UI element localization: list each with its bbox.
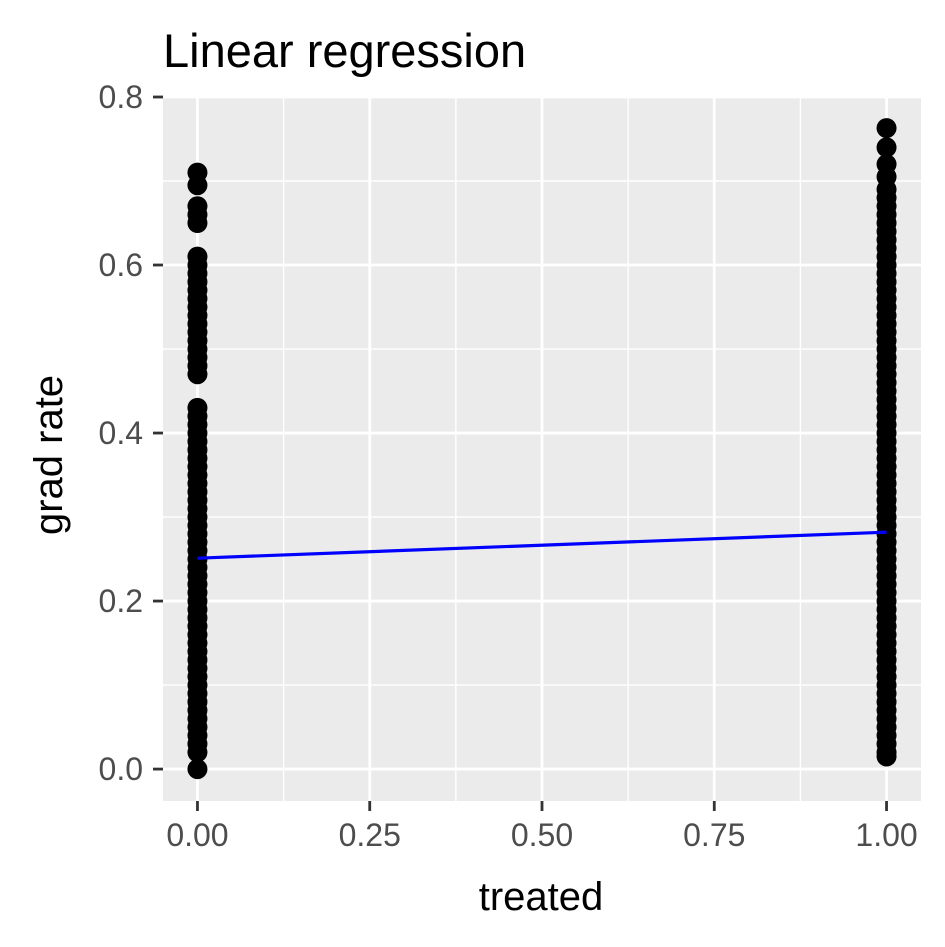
x-tick-label: 0.00 bbox=[166, 817, 228, 853]
data-point bbox=[876, 118, 897, 139]
data-point bbox=[876, 154, 897, 175]
x-tick-label: 0.50 bbox=[511, 817, 573, 853]
data-point bbox=[187, 246, 208, 267]
x-axis-title: treated bbox=[479, 875, 604, 919]
y-tick-label: 0.6 bbox=[99, 247, 143, 283]
data-point bbox=[187, 196, 208, 217]
data-point bbox=[187, 759, 208, 780]
y-tick-label: 0.2 bbox=[99, 583, 143, 619]
y-axis-title: grad rate bbox=[27, 375, 71, 535]
data-point bbox=[187, 397, 208, 418]
y-tick-label: 0.4 bbox=[99, 415, 143, 451]
x-tick-label: 1.00 bbox=[855, 817, 917, 853]
chart-title: Linear regression bbox=[163, 24, 526, 77]
x-tick-label: 0.25 bbox=[339, 817, 401, 853]
data-point bbox=[187, 162, 208, 183]
y-tick-label: 0.8 bbox=[99, 79, 143, 115]
data-point bbox=[876, 137, 897, 158]
x-tick-label: 0.75 bbox=[683, 817, 745, 853]
y-tick-label: 0.0 bbox=[99, 751, 143, 787]
regression-line bbox=[197, 530, 887, 560]
